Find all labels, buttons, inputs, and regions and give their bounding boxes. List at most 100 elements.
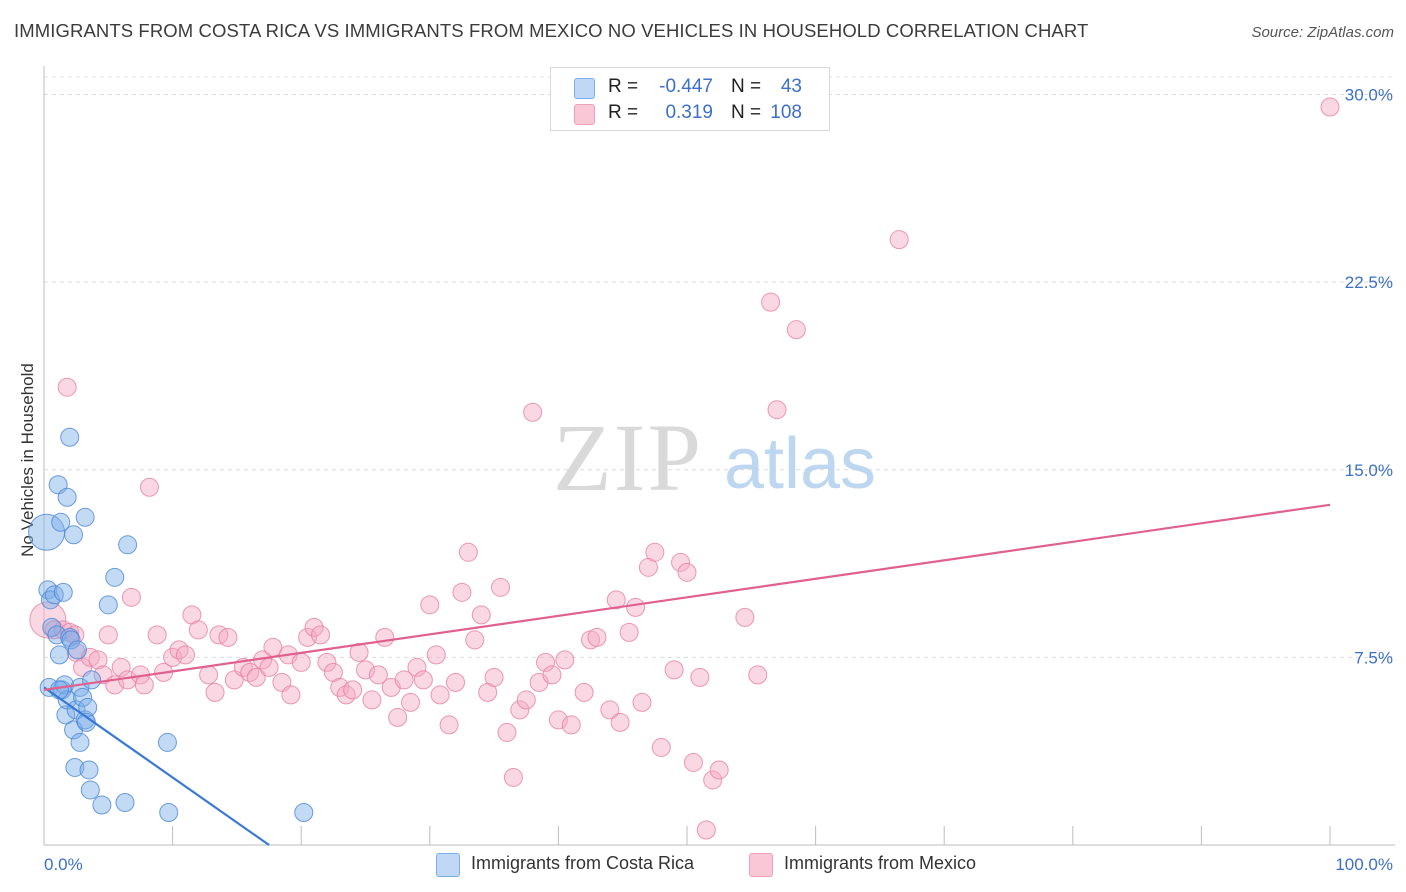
mexico-point [375,627,395,647]
mexico-point [281,685,301,705]
mexico-point [430,685,450,705]
mexico-point [121,587,141,607]
costa-rica-point [67,640,87,660]
x-tick-label-max: 100.0% [1335,855,1393,874]
costa-rica-point [51,512,71,532]
costa-rica-point [60,427,80,447]
costa-rica-point [80,780,100,800]
mexico-point [761,292,781,312]
bottom-legend-label: Immigrants from Mexico [784,853,977,873]
mexico-point [368,665,388,685]
mexico-point [671,552,691,572]
mexico-point [548,710,568,730]
costa-rica-point [64,525,84,545]
mexico-point [336,685,356,705]
axes [43,66,1395,846]
mexico-point [536,652,556,672]
mexico-point [343,680,363,700]
mexico-point [394,670,414,690]
x-tick-labels: 0.0% 100.0% [44,855,1393,874]
mexico-point [703,770,723,790]
mexico-point [465,630,485,650]
mexico-point [696,820,716,840]
costa-rica-point [70,732,90,752]
mexico-point [111,657,131,677]
watermark: ZIP atlas [553,404,876,511]
mexico-point [574,682,594,702]
correlation-legend: R = -0.447 N = 43 R = 0.319 N = 108 [550,67,830,131]
mexico-point [349,642,369,662]
costa-rica-point [53,582,73,602]
mexico-point [632,692,652,712]
legend-swatch-costa-rica [574,78,595,99]
mexico-point [169,640,189,660]
bottom-legend-label: Immigrants from Costa Rica [471,853,695,873]
costa-rica-point [75,507,95,527]
y-tick-label: 22.5% [1345,273,1393,292]
costa-rica-point [98,595,118,615]
mexico-point [677,562,697,582]
legend-n-value: 43 [780,76,802,97]
mexico-point [310,625,330,645]
mexico-point [626,597,646,617]
legend-n-label: N = [731,102,762,123]
y-tick-label: 30.0% [1345,86,1393,105]
legend-n-value: 108 [770,102,802,123]
mexico-point [497,722,517,742]
mexico-trend-line [43,503,1331,691]
mexico-point [407,657,427,677]
costa-rica-point [294,802,314,822]
mexico-point [147,625,167,645]
mexico-point [748,665,768,685]
costa-rica-point [118,535,138,555]
mexico-point [587,627,607,647]
y-tick-label: 15.0% [1345,461,1393,480]
mexico-point [690,667,710,687]
mexico-point [134,675,154,695]
mexico-point [240,662,260,682]
mexico-point [362,690,382,710]
mexico-point [561,715,581,735]
legend-r-label: R = [608,102,639,123]
bottom-legend-swatch-mexico [749,853,773,877]
mexico-point [610,712,630,732]
legend-r-label: R = [608,76,639,97]
mexico-point [304,617,324,637]
chart-title: IMMIGRANTS FROM COSTA RICA VS IMMIGRANTS… [14,20,1089,41]
mexico-point [491,577,511,597]
mexico-point [291,652,311,672]
costa-rica-point [49,680,69,700]
watermark-atlas: atlas [724,424,876,504]
costa-rica-point [61,630,81,650]
mexico-point [889,230,909,250]
costa-rica-point [105,567,125,587]
costa-rica-point [65,757,85,777]
mexico-point [452,582,472,602]
mexico-point [439,715,459,735]
mexico-point [413,670,433,690]
mexico-point [205,682,225,702]
costa-rica-point [79,760,99,780]
mexico-point [471,605,491,625]
mexico-point [426,645,446,665]
mexico-point [767,400,787,420]
costa-rica-point [157,732,177,752]
legend-swatch-mexico [574,104,595,125]
bottom-legend-swatch-costa-rica [436,853,460,877]
mexico-point [1320,97,1340,117]
mexico-point [503,767,523,787]
costa-rica-point [49,645,69,665]
mexico-point [516,690,536,710]
mexico-point [651,737,671,757]
mexico-point [510,700,530,720]
costa-rica-point [57,487,77,507]
mexico-point [619,622,639,642]
grid-lines [44,76,1395,658]
mexico-point [735,607,755,627]
costa-rica-point [73,687,93,707]
mexico-point [523,402,543,422]
costa-rica-point [78,697,98,717]
trend-lines [43,503,1331,846]
mexico-point [199,665,219,685]
